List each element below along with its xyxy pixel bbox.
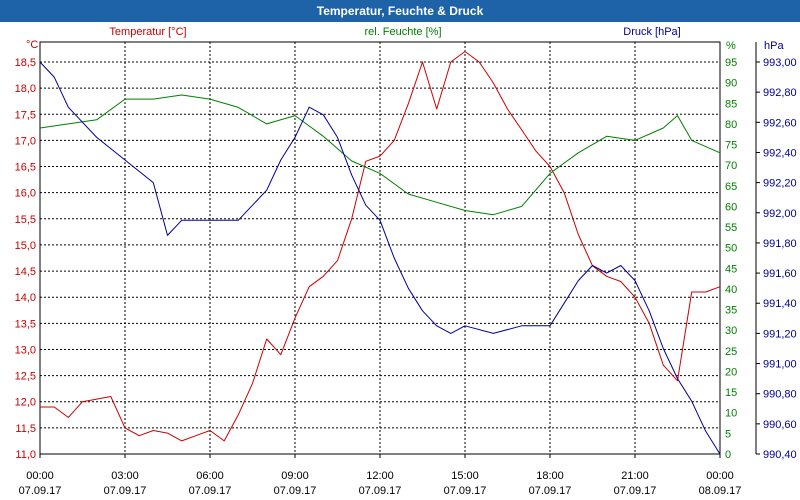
pressure-tick-label: 991,80 bbox=[763, 238, 797, 250]
pressure-tick-label: 992,20 bbox=[763, 178, 797, 190]
x-tick-date: 07.09.17 bbox=[614, 485, 657, 497]
x-tick-time: 15:00 bbox=[451, 470, 479, 482]
humidity-tick-label: 40 bbox=[725, 284, 737, 296]
x-ticks: 00:00 07.09.17 03:00 07.09.17 06:00 07.09.17 0… bbox=[19, 454, 742, 497]
pressure-tick-label: 991,40 bbox=[763, 298, 797, 310]
pressure-tick-label: 992,00 bbox=[763, 208, 797, 220]
x-tick-date: 07.09.17 bbox=[359, 485, 402, 497]
humidity-tick-label: 45 bbox=[725, 263, 737, 275]
x-tick-date: 07.09.17 bbox=[189, 485, 232, 497]
x-tick-time: 12:00 bbox=[366, 470, 394, 482]
humidity-axis-label: rel. Feuchte [%] bbox=[364, 26, 441, 38]
pressure-tick-label: 993,00 bbox=[763, 57, 797, 69]
series-line-temperature bbox=[40, 51, 721, 442]
humidity-tick-label: 55 bbox=[725, 222, 737, 234]
pressure-axis-label: Druck [hPa] bbox=[623, 26, 680, 38]
x-tick-time: 00:00 bbox=[26, 470, 54, 482]
x-tick-time: 03:00 bbox=[111, 470, 139, 482]
temperature-tick-label: 16,0 bbox=[15, 188, 36, 200]
pressure-tick-label: 990,40 bbox=[763, 449, 797, 461]
humidity-ticks: 0 5 10 15 20 25 30 35 40 45 50 55 60 65 70 75 80 85 90 95 bbox=[725, 57, 737, 461]
temperature-tick-label: 14,5 bbox=[15, 266, 36, 278]
window-title: Temperatur, Feuchte & Druck bbox=[0, 0, 800, 22]
temperature-tick-label: 17,0 bbox=[15, 135, 36, 147]
x-tick-date: 07.09.17 bbox=[104, 485, 147, 497]
temperature-tick-label: 12,0 bbox=[15, 397, 36, 409]
x-tick-date: 07.09.17 bbox=[274, 485, 317, 497]
x-tick-time: 09:00 bbox=[281, 470, 309, 482]
x-tick-date: 07.09.17 bbox=[444, 485, 487, 497]
x-tick-time: 18:00 bbox=[536, 470, 564, 482]
series-group bbox=[39, 51, 721, 455]
pressure-tick-label: 991,60 bbox=[763, 268, 797, 280]
pressure-tick-label: 991,00 bbox=[763, 359, 797, 371]
humidity-tick-label: 75 bbox=[725, 140, 737, 152]
x-tick-date: 07.09.17 bbox=[529, 485, 572, 497]
x-tick-date: 08.09.17 bbox=[699, 485, 742, 497]
temperature-tick-label: 17,5 bbox=[15, 109, 36, 121]
temperature-tick-label: 18,0 bbox=[15, 83, 36, 95]
temperature-tick-label: 16,5 bbox=[15, 162, 36, 174]
pressure-ticks: 990,40 990,60 990,80 991,00 991,20 991,40 991,… bbox=[756, 57, 797, 461]
pressure-tick-label: 990,80 bbox=[763, 389, 797, 401]
temperature-tick-label: 13,0 bbox=[15, 344, 36, 356]
humidity-tick-label: 25 bbox=[725, 346, 737, 358]
grid bbox=[40, 42, 720, 454]
humidity-tick-label: 95 bbox=[725, 57, 737, 69]
humidity-tick-label: 70 bbox=[725, 160, 737, 172]
temperature-ticks: 11,0 11,5 12,0 12,5 13,0 13,5 14,0 14,5 15,0 15,5… bbox=[15, 57, 36, 461]
humidity-tick-label: 80 bbox=[725, 119, 737, 131]
x-tick-time: 00:00 bbox=[706, 470, 734, 482]
temperature-tick-label: 18,5 bbox=[15, 57, 36, 69]
x-tick-time: 06:00 bbox=[196, 470, 224, 482]
humidity-tick-label: 50 bbox=[725, 243, 737, 255]
humidity-tick-label: 5 bbox=[725, 428, 731, 440]
temperature-tick-label: 13,5 bbox=[15, 318, 36, 330]
pressure-unit: hPa bbox=[764, 40, 784, 52]
humidity-tick-label: 85 bbox=[725, 98, 737, 110]
pressure-tick-label: 992,80 bbox=[763, 87, 797, 99]
humidity-tick-label: 35 bbox=[725, 305, 737, 317]
pressure-tick-label: 991,20 bbox=[763, 328, 797, 340]
series-line-humidity bbox=[39, 94, 721, 216]
temperature-tick-label: 12,5 bbox=[15, 371, 36, 383]
humidity-tick-label: 90 bbox=[725, 78, 737, 90]
humidity-tick-label: 60 bbox=[725, 201, 737, 213]
humidity-tick-label: 10 bbox=[725, 408, 737, 420]
x-tick-date: 07.09.17 bbox=[19, 485, 62, 497]
temperature-unit: °C bbox=[26, 39, 38, 51]
humidity-tick-label: 0 bbox=[725, 449, 731, 461]
temperature-axis-label: Temperatur [°C] bbox=[109, 26, 186, 38]
temperature-tick-label: 11,0 bbox=[15, 449, 36, 461]
temperature-tick-label: 11,5 bbox=[15, 423, 36, 435]
humidity-tick-label: 30 bbox=[725, 325, 737, 337]
temperature-tick-label: 15,5 bbox=[15, 214, 36, 226]
x-tick-time: 21:00 bbox=[621, 470, 649, 482]
temperature-tick-label: 15,0 bbox=[15, 240, 36, 252]
humidity-tick-label: 65 bbox=[725, 181, 737, 193]
pressure-tick-label: 992,60 bbox=[763, 117, 797, 129]
series-line-pressure bbox=[39, 61, 721, 455]
humidity-unit: % bbox=[726, 40, 736, 52]
humidity-tick-label: 20 bbox=[725, 366, 737, 378]
humidity-tick-label: 15 bbox=[725, 387, 737, 399]
pressure-tick-label: 992,40 bbox=[763, 147, 797, 159]
pressure-tick-label: 990,60 bbox=[763, 419, 797, 431]
temperature-tick-label: 14,0 bbox=[15, 292, 36, 304]
